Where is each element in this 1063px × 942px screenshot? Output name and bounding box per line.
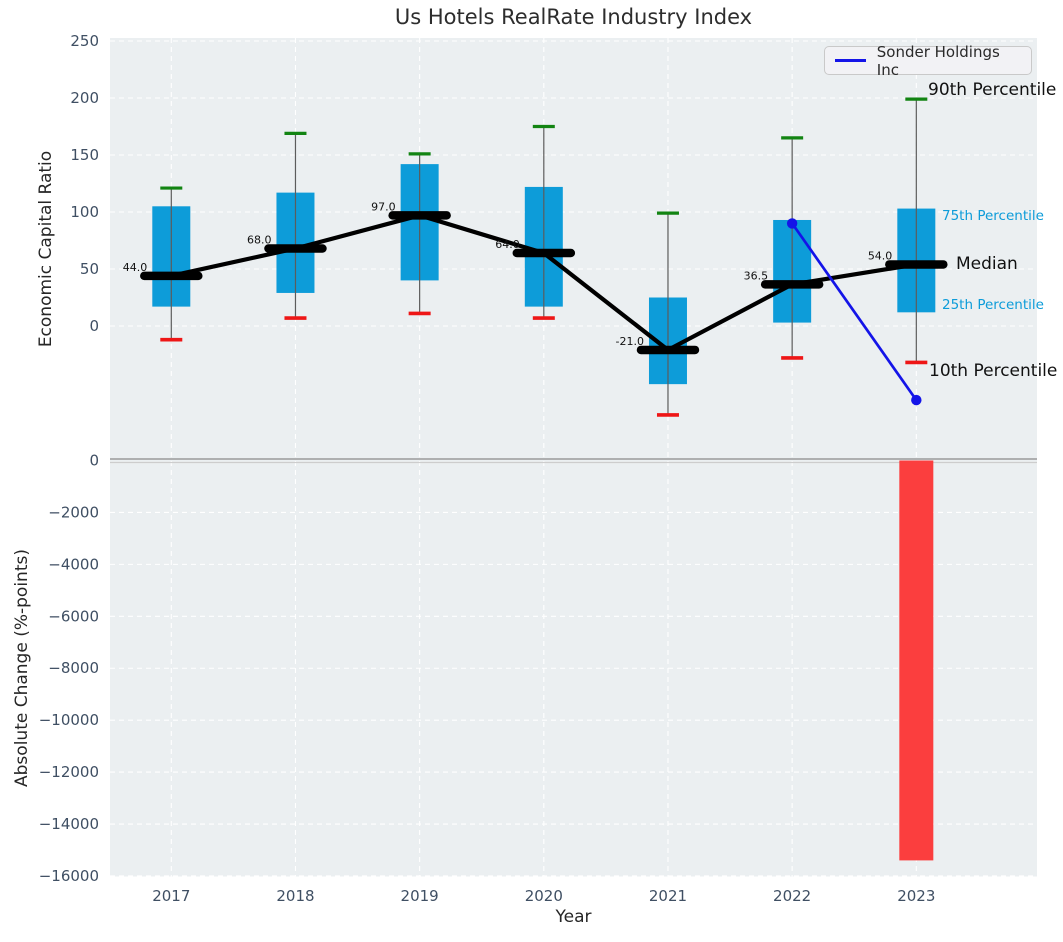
bottom-ytick--8000: −8000 bbox=[48, 659, 99, 677]
median-value-label-2018: 68.0 bbox=[247, 233, 272, 246]
chart-title: Us Hotels RealRate Industry Index bbox=[394, 5, 753, 29]
top-ytick-150: 150 bbox=[70, 146, 99, 164]
top-y-axis-label: Economic Capital Ratio bbox=[36, 150, 56, 348]
bottom-ytick--2000: −2000 bbox=[48, 503, 99, 521]
xtick-2021: 2021 bbox=[649, 887, 687, 905]
median-value-label-2023: 54.0 bbox=[868, 249, 893, 262]
bottom-ytick--4000: −4000 bbox=[48, 555, 99, 573]
bottom-ytick--10000: −10000 bbox=[39, 711, 99, 729]
top-ytick-250: 250 bbox=[70, 32, 99, 50]
sonder-point-2023 bbox=[911, 394, 922, 406]
bottom-y-axis-label: Absolute Change (%-points) bbox=[12, 549, 32, 787]
bottom-ytick--16000: −16000 bbox=[39, 867, 99, 885]
xtick-2017: 2017 bbox=[152, 887, 190, 905]
annotation-10th-percentile: 10th Percentile bbox=[929, 361, 1058, 381]
bottom-ytick-0: 0 bbox=[89, 452, 99, 470]
median-value-label-2021: -21.0 bbox=[616, 335, 644, 348]
annotation-median: Median bbox=[956, 254, 1018, 274]
change-bar-2023 bbox=[899, 460, 934, 861]
top-ytick-100: 100 bbox=[70, 203, 99, 221]
sonder-line bbox=[791, 222, 918, 401]
median-value-label-2022: 36.5 bbox=[744, 269, 769, 282]
bottom-ytick--6000: −6000 bbox=[48, 607, 99, 625]
bottom-ytick--12000: −12000 bbox=[39, 763, 99, 781]
median-value-label-2019: 97.0 bbox=[371, 200, 396, 213]
sonder-point-2022 bbox=[786, 218, 798, 229]
bottom-plot-background bbox=[110, 458, 1037, 877]
top-ytick-50: 50 bbox=[80, 260, 99, 278]
xtick-2019: 2019 bbox=[401, 887, 439, 905]
legend: Sonder Holdings Inc bbox=[824, 43, 1032, 79]
bottom-ytick--14000: −14000 bbox=[39, 815, 99, 833]
xtick-2018: 2018 bbox=[276, 887, 314, 905]
xtick-2023: 2023 bbox=[897, 887, 935, 905]
top-ytick-0: 0 bbox=[89, 317, 99, 335]
x-axis-label: Year bbox=[555, 907, 592, 927]
annotation-75th-percentile: 75th Percentile bbox=[942, 208, 1044, 224]
median-value-label-2020: 64.0 bbox=[495, 238, 520, 251]
legend-label: Sonder Holdings Inc bbox=[876, 42, 1000, 79]
xtick-2020: 2020 bbox=[525, 887, 563, 905]
top-ytick-200: 200 bbox=[70, 89, 99, 107]
annotation-25th-percentile: 25th Percentile bbox=[942, 297, 1044, 313]
xtick-2022: 2022 bbox=[773, 887, 811, 905]
annotation-90th-percentile: 90th Percentile bbox=[928, 80, 1057, 100]
legend-line-sample bbox=[835, 59, 866, 62]
median-value-label-2017: 44.0 bbox=[123, 261, 148, 274]
